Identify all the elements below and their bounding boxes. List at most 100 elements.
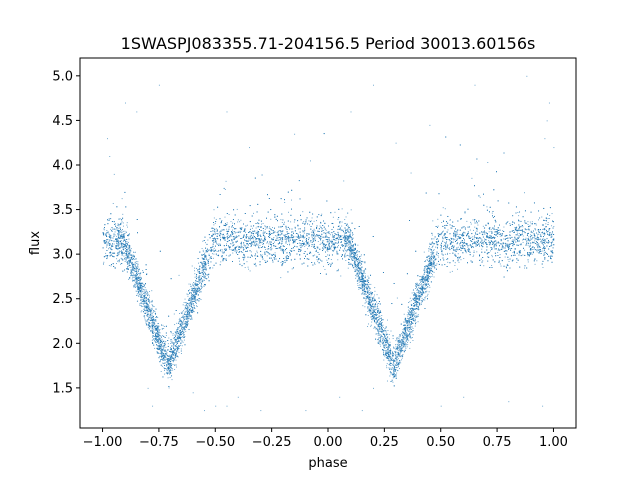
data-point <box>173 313 175 315</box>
data-point <box>458 234 460 236</box>
data-point <box>320 259 322 261</box>
data-point <box>187 309 189 311</box>
data-point <box>264 226 266 228</box>
data-point <box>485 239 487 241</box>
data-point <box>491 212 493 214</box>
data-point <box>531 221 533 223</box>
data-point <box>285 234 287 235</box>
data-point <box>407 315 409 317</box>
data-point <box>324 268 326 270</box>
data-point <box>150 312 152 314</box>
data-point <box>212 257 214 259</box>
data-point <box>454 238 456 240</box>
data-point <box>416 290 418 292</box>
data-point <box>497 252 499 254</box>
data-point <box>551 240 553 242</box>
data-point <box>255 238 257 240</box>
data-point <box>323 265 324 267</box>
data-point <box>444 241 446 243</box>
data-point <box>345 245 347 247</box>
data-point <box>220 243 221 245</box>
data-point <box>172 337 174 339</box>
data-point <box>270 228 272 230</box>
data-point <box>287 244 288 245</box>
data-point <box>537 233 539 235</box>
data-point <box>428 272 429 274</box>
data-point <box>248 268 250 270</box>
data-point <box>226 228 228 230</box>
data-point <box>541 216 543 218</box>
data-point <box>540 250 542 252</box>
data-point <box>314 254 316 256</box>
data-point <box>225 258 227 260</box>
data-point <box>337 268 339 270</box>
data-point <box>493 236 494 238</box>
data-point <box>289 243 291 245</box>
data-point <box>393 367 395 369</box>
data-point <box>530 249 532 251</box>
data-point <box>400 356 401 358</box>
data-point <box>311 235 312 237</box>
data-point <box>248 239 250 241</box>
data-point <box>501 245 503 246</box>
data-point <box>143 302 145 304</box>
data-point <box>261 223 262 225</box>
data-point <box>373 306 375 308</box>
data-point <box>437 241 438 243</box>
data-point <box>320 242 322 244</box>
data-point <box>245 231 247 233</box>
data-point <box>142 282 144 284</box>
data-point <box>177 337 179 339</box>
data-point <box>230 221 232 223</box>
data-point <box>467 250 469 252</box>
data-point <box>537 244 539 246</box>
data-point <box>156 331 158 333</box>
data-point <box>401 357 403 359</box>
data-point <box>277 237 279 239</box>
data-point <box>517 233 519 235</box>
data-point <box>153 324 155 326</box>
data-point <box>435 246 437 248</box>
data-point <box>465 252 467 254</box>
data-point <box>234 235 236 237</box>
data-point <box>491 265 493 266</box>
data-point <box>436 263 438 265</box>
data-point <box>116 241 118 242</box>
data-point <box>528 238 530 240</box>
data-point <box>538 239 540 240</box>
data-point <box>212 267 214 269</box>
data-point <box>463 226 465 228</box>
data-point <box>130 248 132 250</box>
data-point <box>481 240 483 242</box>
data-point <box>297 228 299 230</box>
data-point <box>244 245 246 247</box>
data-point <box>437 218 439 220</box>
data-point <box>196 292 198 294</box>
data-point <box>527 221 529 223</box>
data-point <box>444 208 446 210</box>
data-point <box>105 252 107 254</box>
data-point <box>486 206 488 208</box>
data-point <box>255 262 256 264</box>
data-point <box>517 212 519 213</box>
data-point <box>204 276 206 278</box>
data-point <box>158 338 160 340</box>
data-point <box>454 265 456 266</box>
data-point <box>237 219 239 221</box>
data-point <box>103 228 105 230</box>
data-point <box>396 297 398 299</box>
data-point <box>111 230 113 232</box>
data-point <box>256 252 258 254</box>
data-point <box>330 240 332 242</box>
data-point <box>138 278 140 280</box>
data-point <box>489 242 491 244</box>
data-point <box>193 285 195 287</box>
data-point <box>257 233 259 235</box>
data-point <box>304 243 306 245</box>
data-point <box>531 247 533 249</box>
data-point <box>204 279 205 281</box>
data-point <box>538 233 540 235</box>
data-point <box>289 254 291 256</box>
data-point <box>341 221 343 223</box>
data-point <box>252 238 254 240</box>
